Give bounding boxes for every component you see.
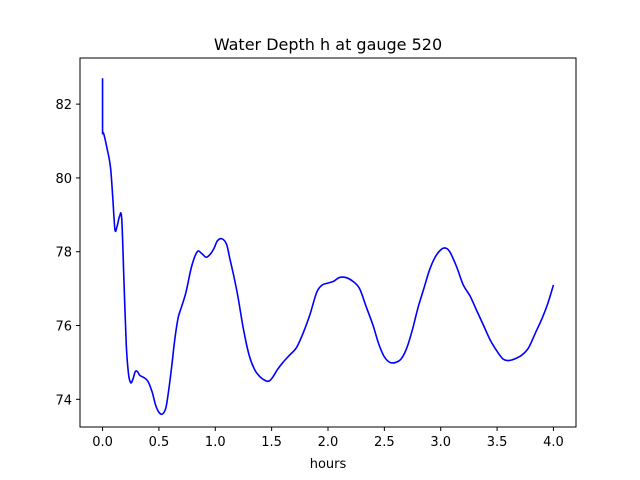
plot-frame [79, 57, 577, 428]
x-tick-label: 1.5 [261, 435, 282, 450]
x-tick-label: 0.0 [92, 435, 113, 450]
y-tick-label: 74 [55, 393, 72, 408]
x-tick-label: 4.0 [543, 435, 564, 450]
x-tick-label: 3.0 [430, 435, 451, 450]
y-axis: 74 76 78 80 82 [55, 98, 80, 408]
x-tick-label: 2.0 [318, 435, 339, 450]
y-tick-label: 76 [55, 320, 72, 335]
y-tick-label: 82 [55, 98, 72, 113]
series-line-0 [101, 78, 555, 416]
x-tick-label: 3.5 [487, 435, 508, 450]
y-tick-label: 80 [55, 172, 72, 187]
x-tick-label: 2.5 [374, 435, 395, 450]
x-tick-label: 0.5 [149, 435, 170, 450]
x-tick-label: 1.0 [205, 435, 226, 450]
x-axis: 0.0 0.5 1.0 1.5 2.0 2.5 3.0 3.5 4.0 [92, 427, 564, 450]
plot-area [101, 78, 555, 416]
y-tick-label: 78 [55, 246, 72, 261]
chart-title: Water Depth h at gauge 520 [214, 35, 442, 54]
x-axis-label: hours [310, 457, 347, 472]
